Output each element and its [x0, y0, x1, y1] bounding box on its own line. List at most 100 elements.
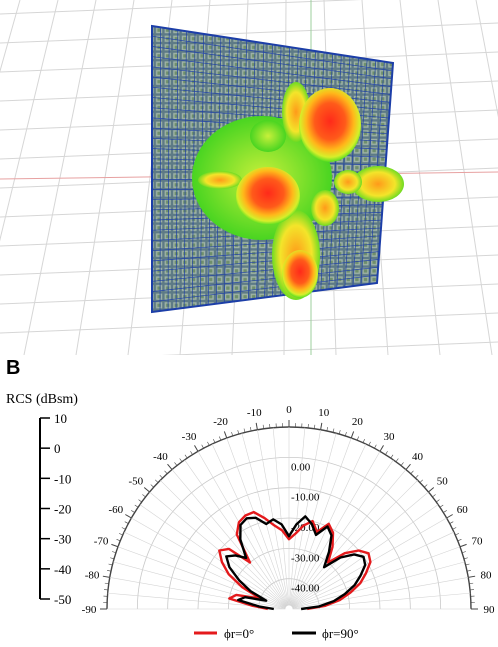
polar-outer-tick [143, 487, 150, 493]
polar-outer-tick [385, 451, 388, 455]
polar-outer-tick [174, 462, 178, 466]
polar-outer-tick [463, 557, 468, 560]
panel-b-label: B [6, 357, 21, 379]
polar-outer-tick [250, 427, 252, 432]
polar-outer-tick [410, 470, 414, 474]
polar-outer-tick [459, 543, 467, 548]
polar-outer-tick [190, 451, 193, 455]
polar-outer-tick [219, 436, 222, 441]
polar-spoke [290, 451, 381, 606]
polar-outer-tick [131, 510, 135, 513]
polar-outer-tick [231, 432, 234, 437]
polar-outer-tick [344, 432, 347, 437]
polar-spoke [289, 437, 352, 606]
polar-outer-tick [395, 458, 399, 462]
polar-outer-tick [461, 551, 466, 554]
polar-outer-tick [111, 543, 119, 548]
polar-outer-tick [223, 431, 228, 439]
polar-outer-tick [124, 521, 129, 524]
polar-outer-tick [405, 463, 411, 470]
polar-outer-tick [465, 563, 470, 566]
polar-outer-tick [213, 438, 216, 443]
polar-outer-tick [159, 474, 163, 479]
radial-tick-label: 0.00 [291, 461, 311, 473]
angle-tick-label: 20 [352, 416, 364, 428]
polar-outer-tick [243, 428, 246, 433]
polar-outer-tick [428, 487, 435, 493]
polar-outer-tick [457, 539, 462, 542]
polar-outer-tick [400, 462, 404, 466]
polar-spoke [211, 443, 288, 606]
radial-tick-label: -40.00 [291, 583, 320, 595]
rcs-axis-label: RCS (dBsm) [6, 392, 78, 407]
polar-outer-tick [443, 510, 447, 513]
polar-outer-tick [452, 527, 457, 530]
polar-outer-tick [356, 436, 359, 441]
polar-outer-tick [320, 422, 323, 430]
polar-outer-tick [314, 424, 316, 429]
angle-tick-label: -90 [82, 604, 97, 616]
polar-outer-tick [207, 441, 210, 446]
scale-tick-label: -50 [54, 592, 71, 607]
rcs-polar-chart: RCS (dBsm) 100-10-20-30-40-50 -90-80-70-… [6, 392, 495, 641]
polar-spoke [131, 517, 286, 608]
polar-spoke [291, 504, 439, 608]
polar-outer-tick [112, 551, 117, 554]
angle-tick-label: 60 [457, 504, 469, 516]
polar-outer-tick [107, 570, 112, 572]
angle-tick-label: 0 [286, 404, 292, 416]
polar-outer-tick [118, 533, 123, 536]
polar-spoke [291, 469, 407, 607]
polar-outer-tick [439, 504, 444, 508]
scale-tick-label: -40 [54, 562, 71, 577]
rcs-scale-bar: 10 0 -10 -20 -30 -40 -50 [39, 411, 71, 607]
rcs-3d-render [0, 0, 498, 355]
polar-outer-tick [167, 463, 173, 470]
polar-spoke [289, 433, 337, 606]
polar-spoke [292, 577, 469, 609]
angle-tick-label: 90 [484, 604, 496, 616]
polar-outer-tick [338, 430, 341, 435]
polar-outer-tick [121, 527, 126, 530]
polar-spoke [292, 546, 461, 609]
angle-tick-label: -30 [182, 431, 197, 443]
polar-grid [100, 420, 478, 610]
polar-outer-tick [154, 479, 159, 483]
polar-spoke [226, 437, 289, 606]
polar-outer-tick [362, 438, 365, 443]
polar-outer-tick [419, 479, 424, 483]
polar-spoke [257, 429, 289, 606]
polar-outer-tick [104, 582, 109, 584]
angle-tick-label: -10 [247, 407, 262, 419]
polar-spoke [290, 459, 394, 607]
angle-tick-label: 50 [437, 475, 449, 487]
polar-outer-tick [134, 504, 139, 508]
polar-angle-ticks: -90 -80 -70 -60 -50 -40 -30 -20 -10 0 10 20 30 40 50 60… [82, 404, 495, 616]
polar-outer-tick [102, 575, 110, 578]
polar-outer-tick [262, 424, 264, 429]
polar-outer-tick [332, 428, 335, 433]
polar-outer-tick [138, 499, 142, 503]
polar-outer-tick [415, 474, 419, 479]
polar-outer-tick [350, 431, 355, 439]
polar-outer-tick [469, 582, 474, 584]
polar-spoke [272, 427, 289, 606]
angle-tick-label: -60 [108, 504, 123, 516]
radial-tick-label: -30.00 [291, 552, 320, 564]
polar-outer-tick [368, 441, 371, 446]
polar-outer-tick [379, 445, 384, 452]
polar-outer-tick [326, 427, 328, 432]
legend-label-phi90: ϕr=90° [322, 626, 359, 641]
polar-outer-tick [125, 514, 132, 519]
angle-tick-label: -80 [85, 569, 100, 581]
angle-tick-label: -50 [128, 475, 143, 487]
polar-outer-tick [201, 444, 204, 449]
radial-tick-label: -10.00 [291, 492, 320, 504]
polar-outer-tick [374, 444, 377, 449]
legend: ϕr=0° ϕr=90° [194, 626, 359, 641]
scale-tick-label: -20 [54, 502, 71, 517]
polar-outer-tick [432, 494, 436, 498]
polar-outer-tick [184, 454, 188, 459]
polar-outer-tick [468, 575, 476, 578]
scale-tick-label: -10 [54, 471, 71, 486]
